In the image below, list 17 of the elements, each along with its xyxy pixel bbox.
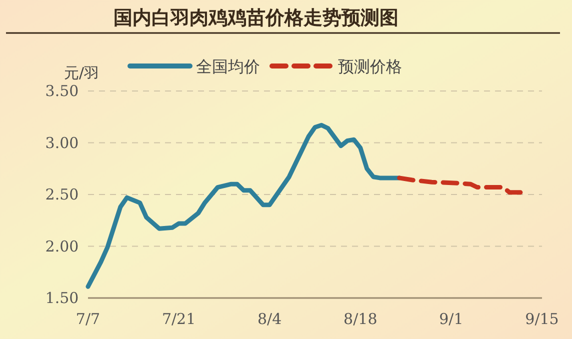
y-tick-label: 1.50 [45, 289, 79, 307]
legend-label: 预测价格 [338, 57, 402, 76]
y-axis-title: 元/羽 [64, 64, 100, 82]
chart-title: 国内白羽肉鸡鸡苗价格走势预测图 [114, 7, 398, 29]
line-series [86, 122, 402, 289]
y-tick-label: 3.50 [45, 82, 79, 100]
y-tick-label: 2.00 [45, 237, 79, 256]
line-series [397, 176, 525, 195]
legend-label: 全国均价 [196, 57, 260, 76]
x-tick-label: 9/1 [439, 310, 464, 328]
x-tick-label: 7/7 [76, 310, 100, 328]
y-tick-label: 2.50 [45, 186, 79, 204]
x-tick-label: 7/21 [162, 310, 196, 328]
y-tick-label: 3.00 [45, 134, 79, 152]
x-tick-label: 8/4 [258, 310, 282, 328]
x-tick-label: 9/15 [525, 310, 559, 328]
x-tick-label: 8/18 [344, 310, 378, 328]
